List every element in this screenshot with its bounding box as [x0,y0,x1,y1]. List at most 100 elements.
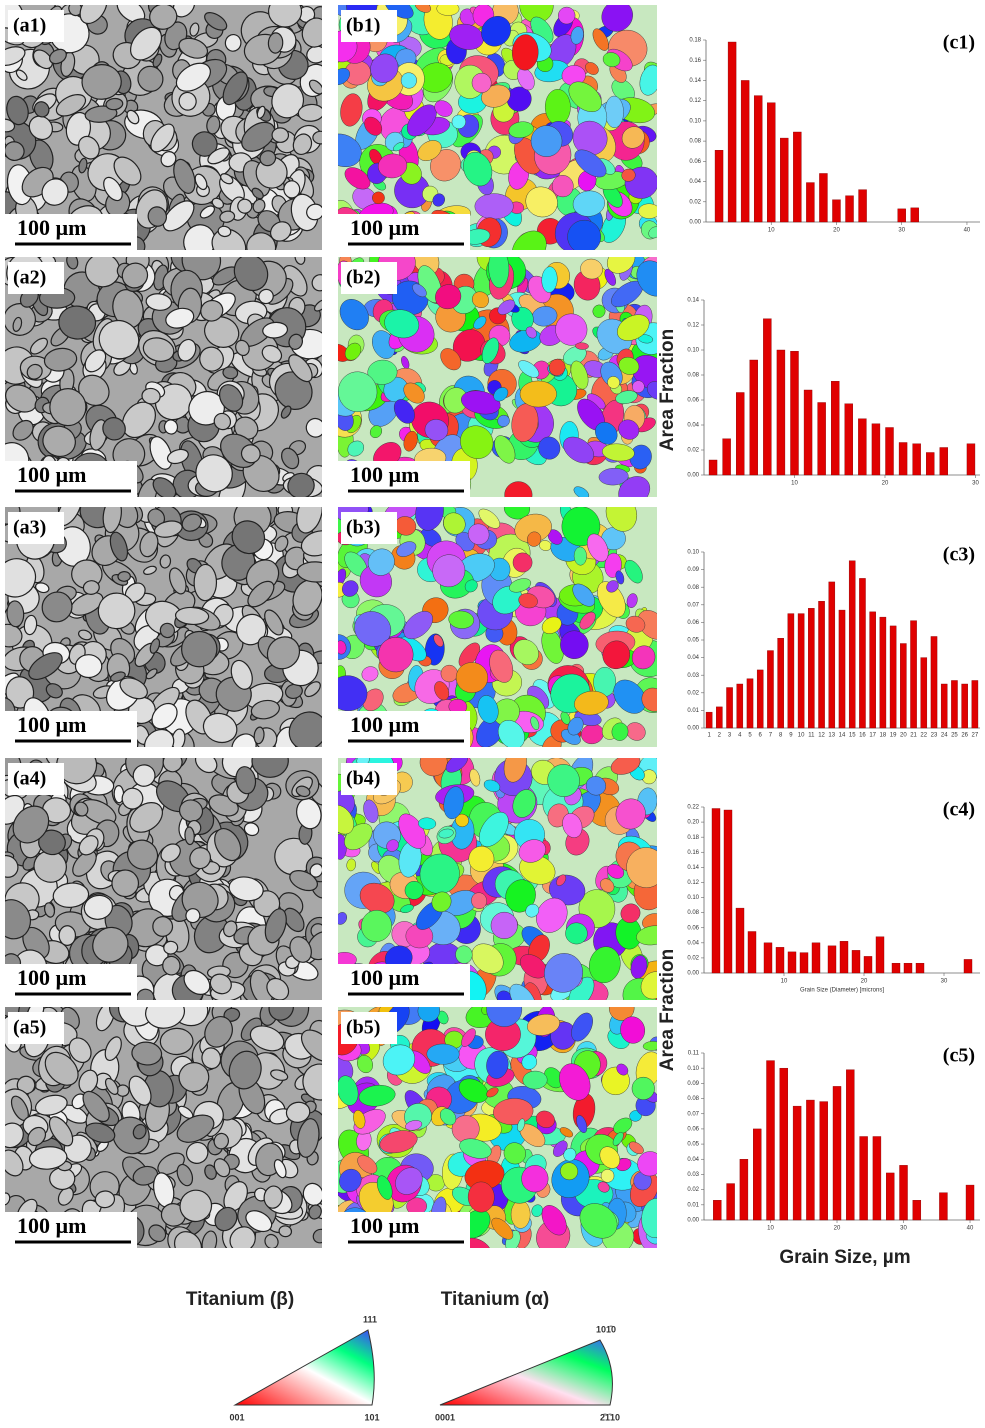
grain [518,839,546,863]
grain [311,274,322,292]
y-tick-label: 0.02 [687,448,699,454]
grain [481,15,511,47]
grain [173,1231,203,1248]
x-tick-label: 24 [941,733,948,739]
grain [269,221,292,242]
y-tick-label: 0.16 [687,850,699,856]
bar [787,951,797,974]
grain [595,422,618,445]
grain [530,125,563,157]
bar [779,1067,789,1221]
grain [223,920,238,938]
bar [897,208,906,223]
grain [599,1146,621,1169]
x-tick-label: 6 [759,733,763,739]
grain [432,193,445,207]
panel-label: (c1) [943,32,975,54]
grain [149,436,173,470]
grain [486,1007,523,1027]
grain [568,81,602,113]
x-tick-label: 17 [869,733,876,739]
grain [312,130,322,145]
grain [567,716,584,736]
x-tick-label: 14 [839,733,846,739]
bar [910,207,919,223]
grain [150,123,175,153]
grain [503,758,527,783]
grain [213,1158,231,1178]
grain [527,531,542,547]
grain [129,26,163,61]
grain [266,977,290,1000]
grain [459,1138,492,1159]
grain [41,178,69,206]
bar [831,381,840,476]
bar [828,581,836,729]
grain [145,668,158,680]
x-tick-label: 20 [834,1226,841,1232]
y-tick-label: 0.02 [687,690,699,696]
grain [393,399,415,424]
grain [202,712,238,744]
grain [592,304,606,318]
grain [204,1015,233,1048]
grain [386,839,399,852]
y-tick-label: 0.00 [687,726,699,732]
grain [43,902,56,918]
grain [245,1210,273,1233]
grain [616,1063,629,1076]
bar [848,560,856,729]
grain [145,1007,186,1029]
grain [481,84,511,108]
panel-label: (b2) [346,267,380,289]
grain [268,1007,294,1021]
grain [219,210,236,223]
grain [560,1162,579,1181]
y-tick-label: 0.04 [687,655,699,661]
grain [288,333,304,350]
bar [891,962,901,974]
grain [233,257,269,292]
panel-label: (a1) [13,15,46,37]
grain [338,371,378,413]
y-tick-label: 0.08 [687,1096,699,1102]
grain [263,1185,283,1209]
grain [189,847,212,870]
grain [119,677,148,700]
bar [875,936,885,974]
grain [278,1225,293,1238]
label-box [8,10,64,42]
grain [284,683,303,700]
grain [497,414,510,427]
grain [143,565,157,575]
grain [585,776,607,796]
grain [68,5,83,17]
grain [29,337,49,355]
grain [98,319,140,360]
grain [201,1230,218,1248]
grain [573,546,587,566]
y-tick-label: 0.12 [687,880,699,886]
grain [618,419,640,440]
bar [806,1099,815,1221]
y-tick-label: 0.14 [689,78,701,84]
grain [417,140,442,162]
grain [618,476,651,497]
grain [259,150,277,167]
x-tick-label: 9 [789,733,793,739]
grain [624,559,643,584]
y-tick-label: 0.05 [687,1142,699,1148]
grain [224,33,242,52]
grain [560,630,589,659]
bar [832,1086,842,1221]
y-tick-label: 0.18 [687,835,699,841]
grain [615,798,646,830]
grain [74,801,89,817]
grain [243,822,260,837]
grain [48,1116,74,1147]
grain [78,135,100,160]
grain [486,1050,509,1079]
grain [414,5,431,13]
grain [5,141,25,162]
y-tick-label: 0.18 [689,38,701,44]
